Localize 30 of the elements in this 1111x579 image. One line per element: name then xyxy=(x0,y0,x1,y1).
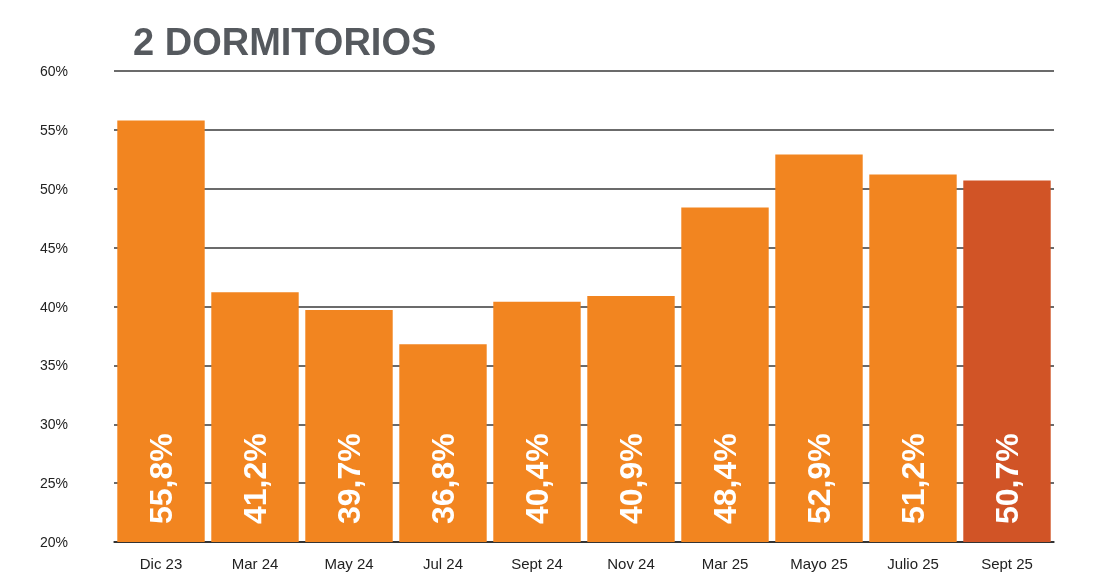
y-tick-label: 30% xyxy=(40,416,69,433)
data-label: 41,2% xyxy=(237,433,273,524)
chart-title: 2 DORMITORIOS xyxy=(133,21,437,63)
x-tick-label: Sept 24 xyxy=(511,555,563,572)
data-label: 48,4% xyxy=(707,433,743,524)
data-label: 40,4% xyxy=(519,433,555,524)
x-tick-label: Jul 24 xyxy=(422,555,464,572)
data-label: 52,9% xyxy=(801,433,837,524)
y-tick-label: 55% xyxy=(40,121,69,138)
x-tick-label: Mayo 25 xyxy=(790,555,848,572)
data-label: 36,8% xyxy=(425,433,461,524)
y-tick-label: 25% xyxy=(40,475,69,492)
data-label: 51,2% xyxy=(895,433,931,524)
y-tick-label: 35% xyxy=(40,357,69,374)
x-tick-label: Sept 25 xyxy=(981,555,1033,572)
x-tick-label: Julio 25 xyxy=(887,555,939,572)
x-tick-label: May 24 xyxy=(324,555,374,572)
x-tick-label: Dic 23 xyxy=(139,555,183,572)
y-tick-label: 20% xyxy=(40,534,69,550)
x-tick-label: Mar 25 xyxy=(701,555,749,572)
y-tick-label: 50% xyxy=(40,180,69,197)
y-tick-label: 45% xyxy=(40,239,69,256)
y-tick-label: 60% xyxy=(40,63,69,79)
y-tick-label: 40% xyxy=(40,298,69,315)
data-label: 50,7% xyxy=(989,433,1025,524)
x-tick-label: Nov 24 xyxy=(607,555,655,572)
x-tick-label: Mar 24 xyxy=(231,555,279,572)
data-label: 39,7% xyxy=(331,433,367,524)
data-label: 40,9% xyxy=(613,433,649,524)
data-label: 55,8% xyxy=(143,433,179,524)
